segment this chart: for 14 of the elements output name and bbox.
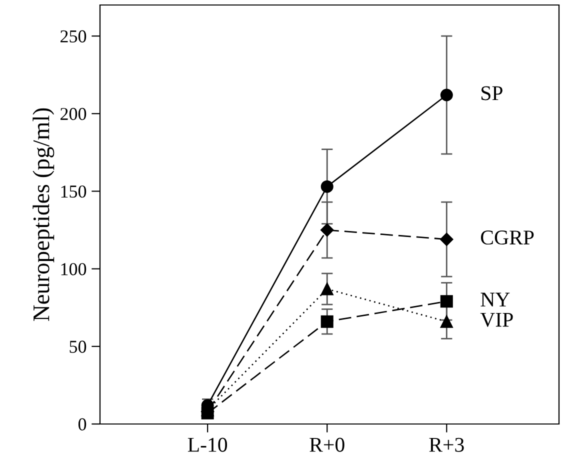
y-tick-label: 100 — [61, 263, 86, 276]
y-tick-label: 200 — [60, 108, 86, 120]
y-tick-label: 50 — [70, 340, 86, 353]
series-label: SP — [482, 86, 502, 100]
series-label: VIP — [480, 312, 513, 327]
x-tick-label: R+0 — [310, 438, 344, 452]
y-axis-title: Neuropeptides (pg/ml) — [32, 108, 54, 322]
y-tick-label: 250 — [60, 30, 86, 42]
x-tick-label: L-10 — [188, 438, 228, 452]
series-label: CGRP — [480, 230, 534, 245]
x-tick-label: R+3 — [429, 438, 464, 452]
y-tick-label: 150 — [61, 185, 86, 198]
series-label: NY — [480, 292, 510, 306]
y-tick-label: 0 — [78, 418, 86, 430]
